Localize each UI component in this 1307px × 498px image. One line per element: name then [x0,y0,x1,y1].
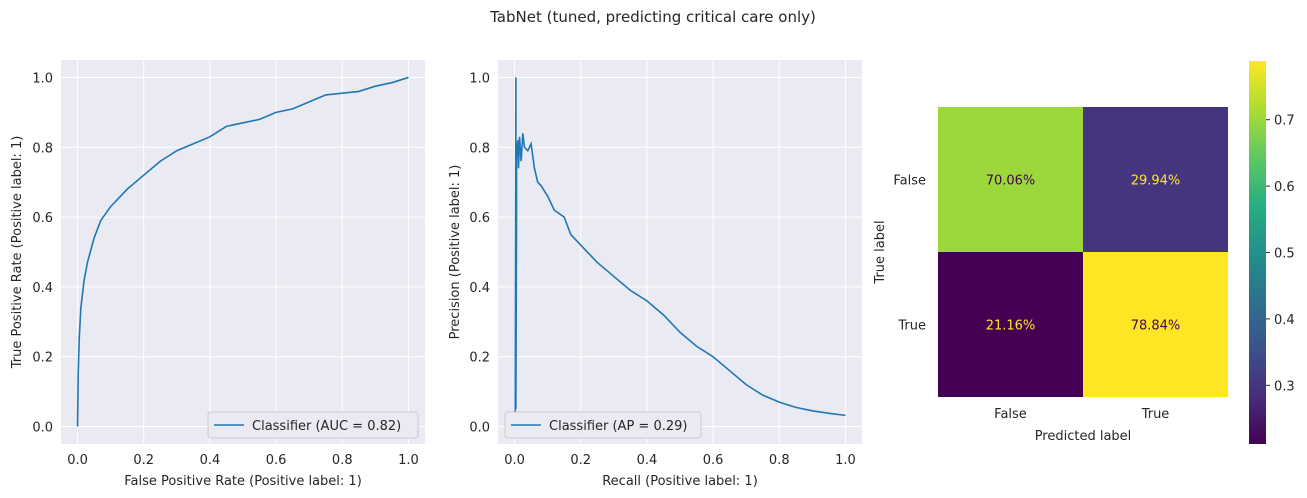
p2-xtick-label: 0.8 [769,453,790,468]
p1-xtick-label: 0.2 [133,453,154,468]
p2-xtick-label: 0.4 [637,453,658,468]
roc-legend-label: Classifier (AUC = 0.82) [252,419,401,434]
p2-ytick-label: 0.0 [469,421,490,436]
cm-ytick-label: True [897,319,926,334]
cm-xlabel: Predicted label [1035,429,1132,444]
cm-cell [1083,107,1228,252]
p1-ytick-label: 0.6 [32,211,53,226]
cm-cell-label: 78.84% [1131,319,1181,334]
roc-ylabel: True Positive Rate (Positive label: 1) [10,136,25,370]
p1-xtick-label: 0.8 [332,453,353,468]
roc-xlabel: False Positive Rate (Positive label: 1) [124,474,362,489]
p1-xtick-label: 0.6 [266,453,287,468]
p2-ytick-label: 1.0 [469,71,490,86]
cm-cell [938,252,1083,397]
roc-plot-area [61,60,425,444]
pr-panel: 0.0 0.2 0.4 0.6 0.8 1.0 0.0 0.2 0.4 0.6 0.8 1.0 Rec… [448,60,862,489]
roc-legend-box [207,411,419,439]
roc-legend: Classifier (AUC = 0.82) [207,411,419,439]
p2-ytick-label: 0.6 [469,211,490,226]
p2-xtick-label: 0.6 [703,453,724,468]
cm-ytick-label: False [893,174,926,189]
pr-xlabel: Recall (Positive label: 1) [602,474,758,489]
colorbar-tick-labels: 0.3 0.4 0.5 0.6 0.7 [1266,114,1295,394]
p1-xtick-label: 1.0 [398,453,419,468]
p1-ytick-label: 1.0 [32,71,53,86]
cm-cell-label: 70.06% [986,174,1036,189]
confusion-matrix-cells: 70.06% 29.94% 21.16% 78.84% [938,107,1228,397]
confusion-matrix-panel: 70.06% 29.94% 21.16% 78.84% False True False T… [873,61,1295,444]
pr-legend-label: Classifier (AP = 0.29) [549,419,687,434]
p1-ytick-label: 0.4 [32,281,53,296]
p2-ytick-label: 0.2 [469,351,490,366]
colorbar-tick-label: 0.5 [1274,247,1295,262]
p2-xtick-label: 1.0 [835,453,856,468]
colorbar-tick-label: 0.3 [1274,379,1295,394]
colorbar-tick-label: 0.4 [1274,313,1295,328]
p2-xtick-label: 0.0 [504,453,525,468]
pr-legend: Classifier (AP = 0.29) [504,411,702,439]
p2-xtick-label: 0.2 [570,453,591,468]
cm-cell-label: 21.16% [986,319,1036,334]
cm-xtick-label: True [1141,407,1170,422]
roc-tick-labels: 0.0 0.2 0.4 0.6 0.8 1.0 0.0 0.2 0.4 0.6 0.8 1.0 [32,71,418,468]
cm-xtick-label: False [994,407,1027,422]
cm-cell [938,107,1083,252]
colorbar [1249,61,1266,444]
roc-panel: 0.0 0.2 0.4 0.6 0.8 1.0 0.0 0.2 0.4 0.6 0.8 1.0 Fal… [10,60,425,489]
colorbar-tick-label: 0.6 [1274,180,1295,195]
p2-ytick-label: 0.8 [469,141,490,156]
pr-plot-area [498,60,862,444]
cm-cell-label: 29.94% [1131,174,1181,189]
p2-ytick-label: 0.4 [469,281,490,296]
pr-ylabel: Precision (Positive label: 1) [448,165,463,340]
confusion-matrix-tick-labels: False True False True [893,174,1169,423]
figure-title: TabNet (tuned, predicting critical care … [489,8,816,26]
colorbar-tick-label: 0.7 [1274,114,1295,129]
p1-ytick-label: 0.8 [32,141,53,156]
p1-xtick-label: 0.4 [200,453,221,468]
cm-ylabel: True label [873,220,888,284]
p1-xtick-label: 0.0 [67,453,88,468]
p1-ytick-label: 0.2 [32,351,53,366]
roc-curve [76,76,409,427]
cm-cell [1083,252,1228,397]
roc-grid [61,60,425,444]
pr-curve [513,77,846,427]
pr-legend-box [504,411,702,439]
pr-tick-labels: 0.0 0.2 0.4 0.6 0.8 1.0 0.0 0.2 0.4 0.6 0.8 1.0 [469,71,855,468]
p1-ytick-label: 0.0 [32,421,53,436]
